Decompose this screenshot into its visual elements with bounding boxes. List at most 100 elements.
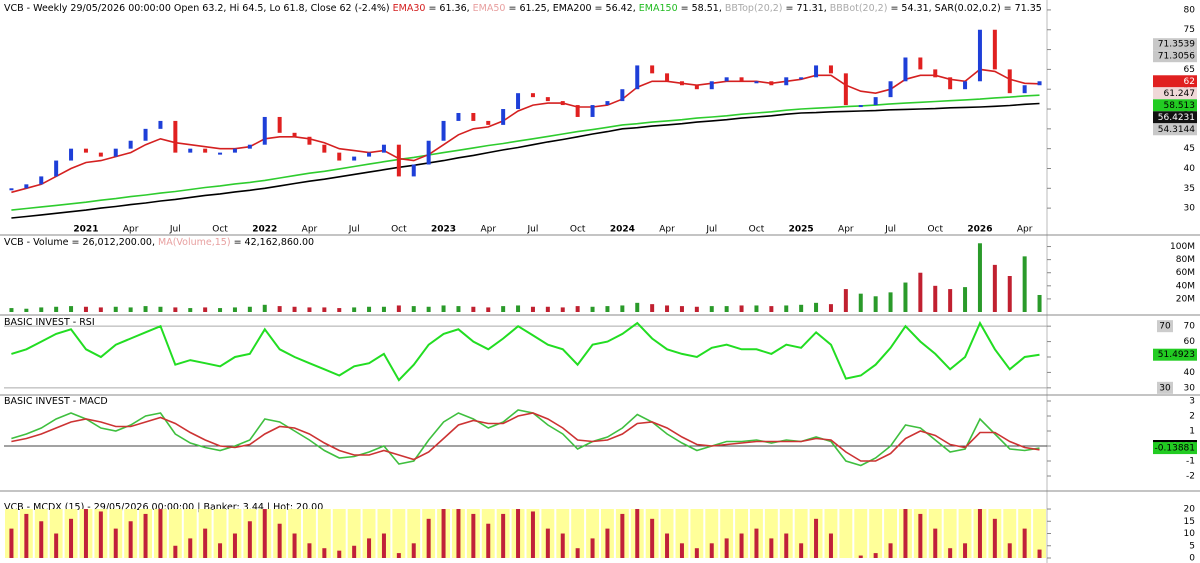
value-box — [1153, 38, 1197, 51]
mcdx-bar — [918, 513, 923, 558]
mcdx-bar — [1022, 528, 1027, 558]
candle — [218, 152, 223, 155]
volume-bar — [635, 302, 640, 312]
candle — [992, 29, 997, 70]
mcdx-bar — [1007, 543, 1012, 558]
value-label: -0.13881 — [1155, 444, 1195, 454]
mcdx-bar — [486, 523, 491, 558]
value-box — [1153, 50, 1197, 63]
header-part: MA(Volume,15) — [158, 237, 231, 248]
x-tick-label: Apr — [123, 225, 139, 235]
panel-header: BASIC INVEST - RSI — [4, 317, 95, 328]
candle — [635, 65, 640, 90]
volume-bar — [232, 307, 237, 312]
candle — [367, 152, 372, 157]
header-part: = 58.51, — [678, 3, 725, 14]
mcdx-bar — [337, 550, 342, 558]
x-tick-label: 2026 — [967, 225, 992, 235]
mcdx-bar — [173, 545, 178, 558]
y-tick-label: 70 — [1184, 322, 1196, 332]
mcdx-bar — [247, 521, 252, 558]
header-part: EMA50 — [473, 3, 506, 14]
candle — [426, 140, 431, 165]
mcdx-bar — [903, 509, 908, 558]
mcdx-bar — [347, 509, 361, 558]
header-part: = 61.25, EMA200 = 56.42, — [505, 3, 638, 14]
candle — [471, 112, 476, 121]
value-box — [1153, 99, 1197, 112]
mcdx-bar — [571, 509, 585, 558]
candle — [24, 184, 29, 189]
volume-bar — [173, 307, 178, 312]
header-part: BBBot(20,2) — [830, 3, 888, 14]
candle — [54, 160, 59, 177]
y-tick-label: 40 — [1184, 368, 1196, 378]
volume-bar — [694, 306, 699, 312]
x-tick-label: 2021 — [73, 225, 98, 235]
volume-bar — [188, 308, 193, 312]
y-tick-label: -1 — [1186, 457, 1195, 467]
x-tick-label: Oct — [749, 225, 765, 235]
candle — [69, 148, 74, 161]
candle — [784, 77, 789, 86]
volume-bar — [530, 306, 535, 312]
volume-bar — [858, 293, 863, 312]
volume-bar — [1037, 294, 1042, 312]
mcdx-bar — [352, 545, 357, 558]
volume-bar — [575, 306, 580, 312]
value-box — [1153, 75, 1197, 88]
x-tick-label: 2024 — [610, 225, 635, 235]
volume-bar — [948, 289, 953, 312]
mcdx-bar — [317, 509, 331, 558]
mcdx-bar — [605, 528, 610, 558]
mcdx-bar — [958, 509, 972, 558]
y-tick-label: 65 — [1184, 65, 1195, 75]
x-tick-label: 2023 — [431, 225, 456, 235]
value-label: 71.3539 — [1158, 40, 1195, 50]
candle — [605, 101, 610, 106]
mcdx-bar — [545, 528, 550, 558]
candle — [679, 81, 684, 86]
candle — [39, 176, 44, 185]
candle — [352, 156, 357, 161]
level-label: 70 — [1159, 322, 1171, 332]
mcdx-bar — [69, 518, 74, 558]
volume-bar — [277, 306, 282, 312]
candle — [292, 132, 297, 137]
mcdx-bar — [411, 543, 416, 558]
mcdx-bar — [799, 543, 804, 558]
candle — [977, 29, 982, 82]
x-tick-label: Oct — [212, 225, 228, 235]
candle — [516, 93, 521, 110]
x-tick-label: Apr — [659, 225, 675, 235]
value-label: 71.3056 — [1158, 52, 1195, 62]
x-tick-label: Apr — [480, 225, 496, 235]
value-label: 51.4923 — [1158, 350, 1195, 360]
mcdx-bar — [635, 509, 640, 558]
candle — [799, 77, 804, 80]
mcdx-bar — [218, 543, 223, 558]
value-label: 58.513 — [1164, 101, 1196, 111]
series-line — [11, 102, 1040, 219]
volume-bar — [39, 307, 44, 312]
y-tick-label: 3 — [1189, 397, 1195, 407]
candle — [277, 116, 282, 133]
volume-bar — [128, 307, 133, 312]
candle — [948, 77, 953, 90]
candle — [1007, 69, 1012, 94]
panel-header: VCB - MCDX (15) - 29/05/2026 00:00:00 | … — [4, 502, 323, 513]
candle — [560, 101, 565, 106]
volume-bar — [113, 306, 118, 312]
header-part: = 54.31, SAR(0.02,0.2) = 71.35 — [887, 3, 1041, 14]
mcdx-bar — [292, 533, 297, 558]
volume-bar — [605, 306, 610, 312]
mcdx-bar — [828, 533, 833, 558]
x-tick-label: Oct — [570, 225, 586, 235]
x-tick-label: 2025 — [789, 225, 814, 235]
volume-bar — [1007, 276, 1012, 312]
candle — [113, 148, 118, 157]
x-tick-label: Apr — [838, 225, 854, 235]
value-label: 62 — [1184, 77, 1195, 87]
